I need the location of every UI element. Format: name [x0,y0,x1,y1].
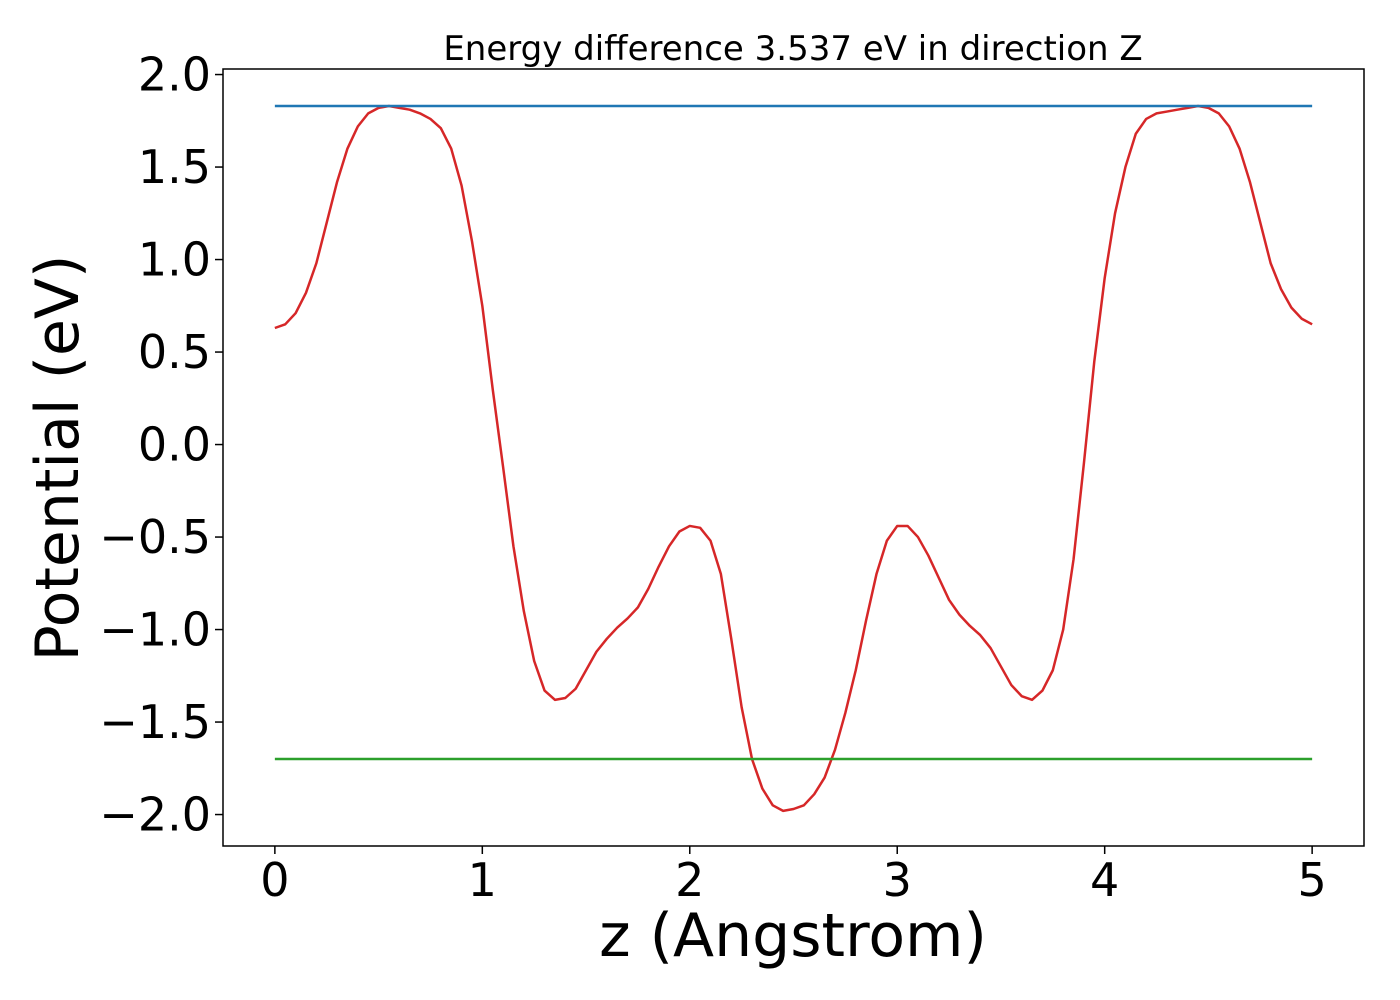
chart-title: Energy difference 3.537 eV in direction … [443,29,1142,69]
y-tick-label: 0.0 [138,418,211,472]
y-tick-label: 2.0 [138,48,211,102]
plot-area [274,104,1313,813]
x-axis-label: z (Angstrom) [599,901,987,971]
plot-frame [222,68,1365,847]
y-tick-label: −1.0 [99,603,211,657]
y-tick-label: −0.5 [99,510,211,564]
x-tick-label: 1 [468,853,497,907]
x-tick-label: 2 [675,853,704,907]
x-axis: 0 1 2 3 4 5 [260,846,1327,907]
y-tick-label: −2.0 [99,788,211,842]
x-tick-label: 0 [260,853,289,907]
y-tick-label: 0.5 [138,325,211,379]
x-tick-label: 5 [1297,853,1326,907]
y-tick-label: 1.0 [138,233,211,287]
y-axis: 2.0 1.5 1.0 0.5 0.0 −0.5 −1.0 −1.5 −2.0 [99,48,223,842]
y-tick-label: 1.5 [138,140,211,194]
x-tick-label: 3 [883,853,912,907]
y-tick-label: −1.5 [99,695,211,749]
potential-curve [274,104,1313,813]
x-tick-label: 4 [1090,853,1119,907]
y-axis-label: Potential (eV) [23,255,93,662]
